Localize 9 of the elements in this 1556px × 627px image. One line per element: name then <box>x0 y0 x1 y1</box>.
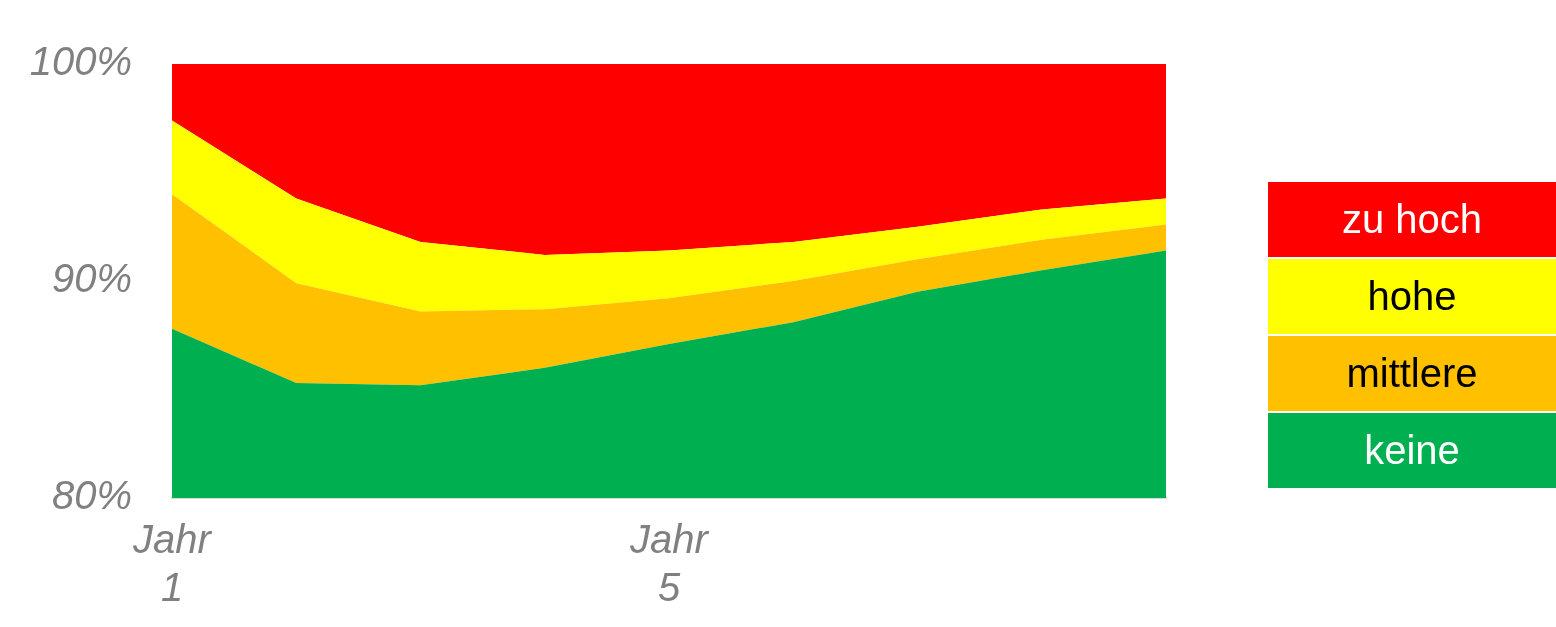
x-tick-label: Jahr 5 <box>629 517 710 610</box>
text: keine <box>1268 413 1556 488</box>
text: zu hoch <box>1268 182 1556 257</box>
y-tick-label: 100% <box>29 39 132 84</box>
text: hohe <box>1268 259 1556 334</box>
x-tick-label: Jahr 1 <box>132 517 213 610</box>
y-tick-label: 80% <box>51 473 132 518</box>
text: mittlere <box>1268 336 1556 411</box>
y-tick-label: 90% <box>51 256 132 301</box>
